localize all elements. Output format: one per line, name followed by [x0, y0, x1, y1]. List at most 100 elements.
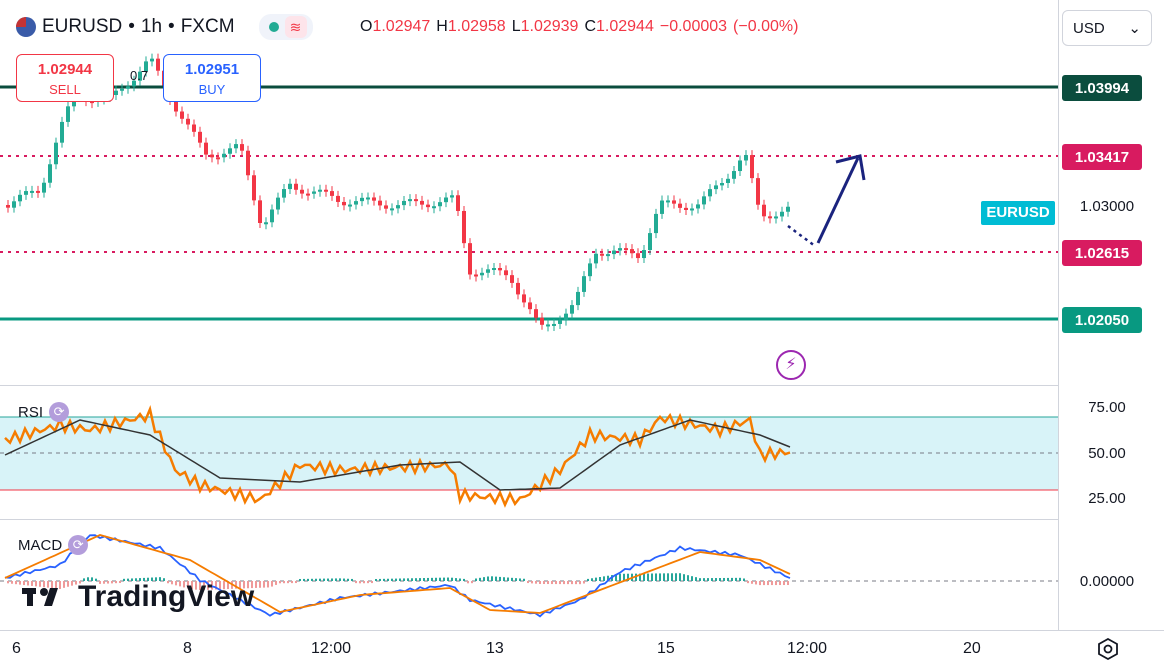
- price-chart[interactable]: [0, 0, 1058, 630]
- rsi-legend[interactable]: RSI ⟳: [18, 402, 70, 422]
- candle-body: [336, 195, 340, 202]
- candle-body: [516, 282, 520, 295]
- price-scale[interactable]: [1058, 0, 1164, 630]
- macd-label: MACD: [18, 536, 63, 554]
- macd-histogram-bar: [171, 581, 173, 585]
- candle-body: [138, 71, 142, 81]
- macd-histogram-bar: [283, 581, 285, 584]
- symbol-name[interactable]: EURUSD: [42, 16, 123, 37]
- candle-body: [786, 206, 790, 212]
- candle-body: [252, 175, 256, 201]
- interval[interactable]: 1h: [140, 16, 163, 37]
- macd-histogram-bar: [167, 581, 169, 584]
- macd-histogram-bar: [715, 578, 717, 581]
- candle-body: [738, 160, 742, 172]
- macd-histogram-bar: [387, 578, 389, 581]
- candle-body: [264, 222, 268, 225]
- macd-histogram-bar: [619, 573, 621, 581]
- macd-histogram-bar: [87, 577, 89, 581]
- support-price-tag: 1.02050: [1062, 307, 1142, 333]
- macd-histogram-bar: [291, 581, 293, 584]
- candle-body: [654, 213, 658, 234]
- candle-body: [408, 199, 412, 202]
- low-value: 1.02939: [520, 18, 579, 35]
- macd-histogram-bar: [147, 577, 149, 581]
- currency-select[interactable]: USD ⌄: [1062, 10, 1152, 46]
- macd-histogram-bar: [431, 577, 433, 581]
- macd-legend[interactable]: MACD ⟳: [18, 535, 89, 555]
- candle-body: [618, 248, 622, 251]
- macd-histogram-bar: [179, 581, 181, 587]
- candle-body: [390, 208, 394, 211]
- macd-histogram-bar: [259, 581, 261, 588]
- macd-histogram-bar: [483, 577, 485, 581]
- time-axis[interactable]: [0, 630, 1164, 669]
- candle-body: [690, 208, 694, 211]
- macd-histogram-bar: [299, 578, 301, 581]
- open-value: 1.02947: [372, 18, 431, 35]
- macd-histogram-bar: [551, 581, 553, 585]
- macd-histogram-bar: [423, 578, 425, 581]
- macd-histogram-bar: [335, 578, 337, 581]
- candle-body: [288, 183, 292, 190]
- macd-histogram-bar: [247, 581, 249, 589]
- market-status[interactable]: ≋: [258, 14, 313, 40]
- macd-histogram-bar: [511, 577, 513, 581]
- rsi-line: [4, 405, 791, 508]
- candlestick-series: [6, 53, 790, 332]
- macd-histogram-bar: [567, 581, 569, 585]
- macd-histogram-bar: [355, 581, 357, 584]
- candle-body: [678, 203, 682, 208]
- macd-histogram-bar: [239, 581, 241, 589]
- candle-body: [486, 269, 490, 273]
- macd-histogram-bar: [571, 581, 573, 585]
- refresh-icon[interactable]: ⟳: [49, 402, 70, 422]
- macd-histogram-bar: [587, 578, 589, 581]
- rsi-ma-line: [4, 419, 791, 491]
- macd-histogram-bar: [127, 578, 129, 581]
- candle-body: [582, 276, 586, 292]
- macd-histogram-bar: [771, 581, 773, 586]
- tradingview-logo[interactable]: TradingView: [22, 580, 254, 614]
- macd-histogram-bar: [271, 581, 273, 587]
- macd-histogram-bar: [755, 581, 757, 585]
- macd-histogram-bar: [251, 581, 253, 589]
- macd-histogram-bar: [439, 577, 441, 581]
- macd-histogram-bar: [123, 578, 125, 581]
- lightning-icon[interactable]: ⚡: [776, 350, 806, 380]
- macd-histogram-bar: [411, 578, 413, 581]
- candle-body: [120, 88, 124, 91]
- settings-icon[interactable]: [1097, 638, 1119, 660]
- candle-body: [366, 197, 370, 200]
- candle-body: [30, 190, 34, 193]
- refresh-icon[interactable]: ⟳: [68, 535, 89, 555]
- macd-histogram-bar: [459, 578, 461, 581]
- candle-body: [432, 206, 436, 209]
- macd-histogram-bar: [391, 578, 393, 581]
- candle-body: [276, 197, 280, 210]
- pane-separator[interactable]: [0, 385, 1058, 386]
- candle-body: [750, 155, 754, 179]
- candle-body: [480, 272, 484, 276]
- chart-area[interactable]: [0, 0, 1058, 630]
- price-scale-label: 1.03000: [1079, 198, 1135, 215]
- candle-body: [672, 200, 676, 204]
- candle-body: [774, 216, 778, 219]
- candle-body: [666, 200, 670, 203]
- macd-histogram-bar: [19, 581, 21, 585]
- candle-body: [114, 90, 118, 96]
- projection-dotted: [787, 224, 816, 248]
- candle-body: [90, 101, 94, 104]
- macd-histogram-bar: [527, 581, 529, 584]
- macd-histogram-bar: [235, 581, 237, 589]
- time-label: 12:00: [311, 640, 352, 657]
- projection-arrow: [816, 157, 860, 244]
- macd-histogram-bar: [623, 573, 625, 581]
- candle-body: [402, 200, 406, 206]
- symbol-header[interactable]: EURUSD • 1h • FXCM ≋: [16, 14, 313, 40]
- pane-separator[interactable]: [0, 519, 1058, 520]
- candle-body: [762, 204, 766, 217]
- macd-histogram-bar: [471, 581, 473, 584]
- sell-button[interactable]: 1.02944 SELL: [16, 54, 114, 102]
- buy-button[interactable]: 1.02951 BUY: [163, 54, 261, 102]
